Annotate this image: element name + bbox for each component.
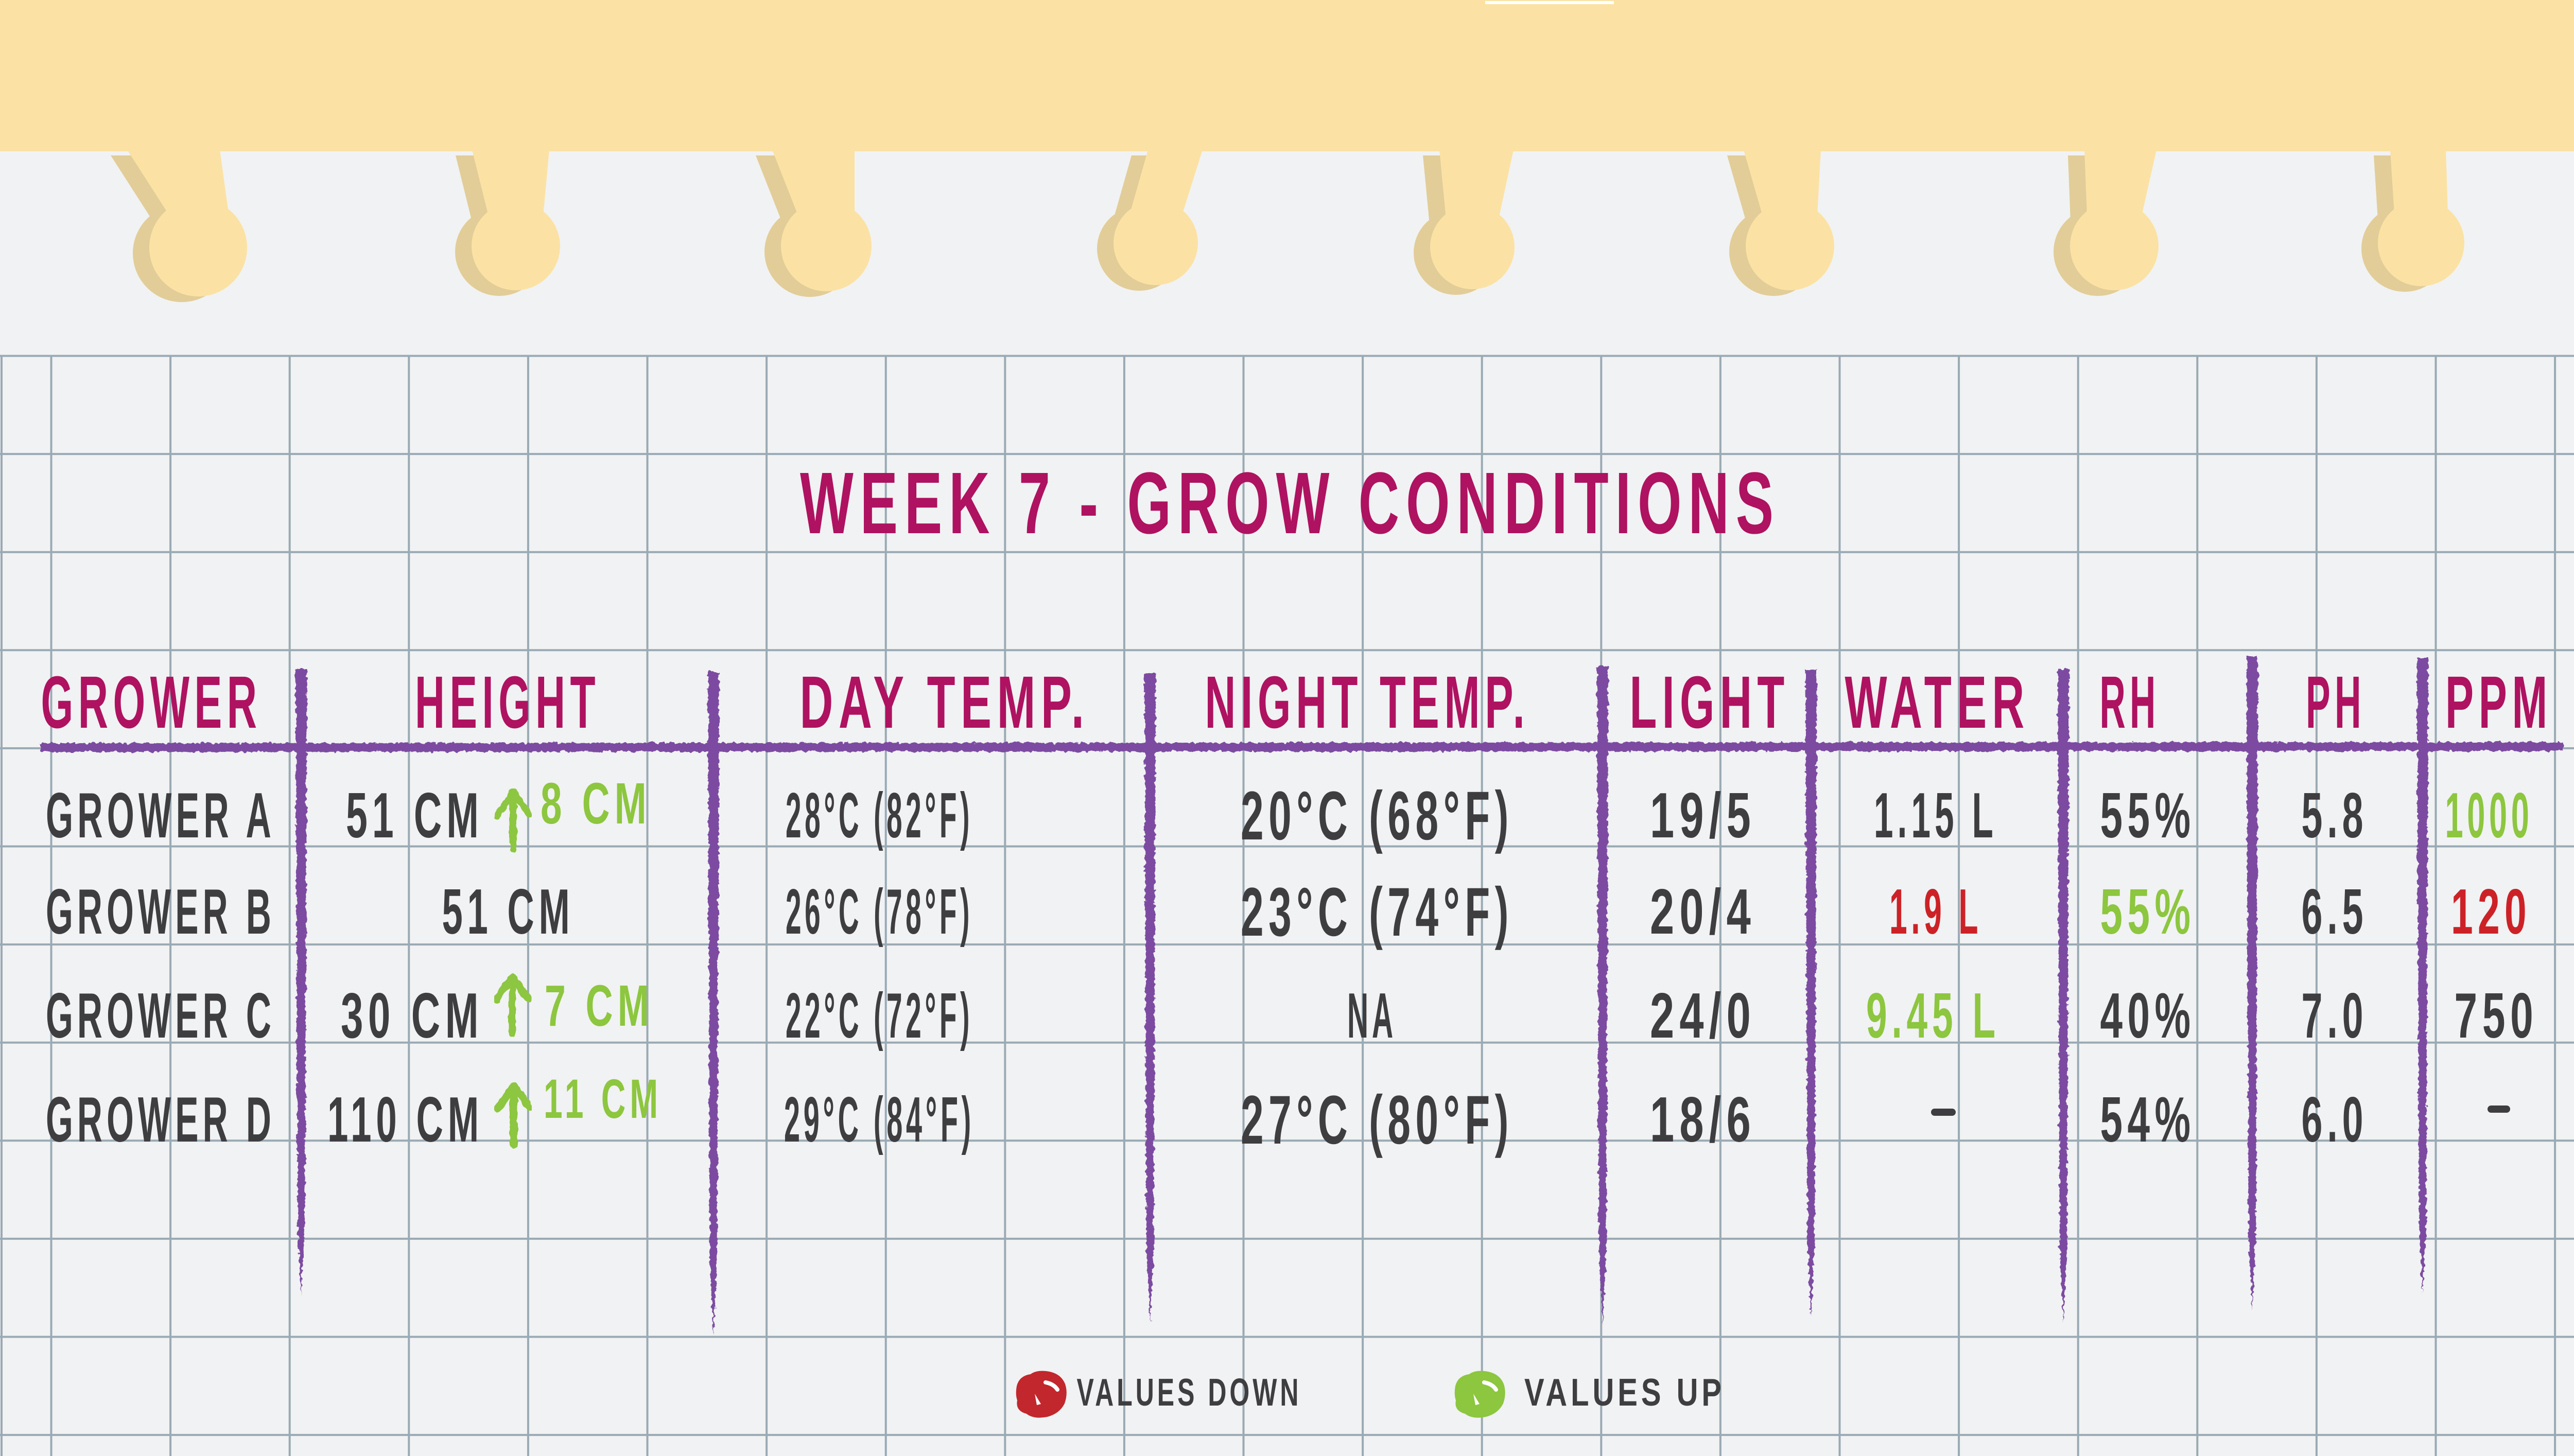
svg-text:DAY TEMP.: DAY TEMP. [800, 661, 1090, 744]
svg-text:LIGHT: LIGHT [1630, 661, 1790, 744]
svg-text:5.8: 5.8 [2302, 780, 2368, 851]
svg-text:55%: 55% [2100, 780, 2196, 851]
svg-text:27°C (80°F): 27°C (80°F) [1241, 1082, 1514, 1159]
svg-text:20/4: 20/4 [1650, 876, 1756, 948]
svg-text:PH: PH [2306, 661, 2366, 744]
svg-text:WATER: WATER [1845, 661, 2030, 744]
svg-text:51 CM: 51 CM [442, 876, 575, 948]
svg-text:1.15 L: 1.15 L [1874, 780, 1997, 851]
svg-text:9.45 L: 9.45 L [1866, 980, 2000, 1051]
svg-text:110 CM: 110 CM [327, 1084, 483, 1155]
svg-text:NIGHT TEMP.: NIGHT TEMP. [1205, 661, 1530, 744]
svg-text:20°C (68°F): 20°C (68°F) [1241, 778, 1514, 854]
svg-text:7 CM: 7 CM [545, 973, 654, 1038]
svg-text:NA: NA [1347, 980, 1397, 1051]
svg-text:18/6: 18/6 [1650, 1084, 1756, 1155]
svg-text:120: 120 [2451, 876, 2531, 948]
svg-text:28°C (82°F): 28°C (82°F) [786, 780, 973, 851]
svg-text:29°C (84°F): 29°C (84°F) [784, 1084, 975, 1155]
svg-text:26°C (78°F): 26°C (78°F) [786, 876, 973, 948]
svg-text:GROWER B: GROWER B [46, 876, 275, 948]
svg-text:RH: RH [2100, 661, 2160, 744]
svg-text:6.5: 6.5 [2302, 876, 2368, 948]
svg-text:8 CM: 8 CM [541, 771, 651, 836]
svg-text:30 CM: 30 CM [341, 980, 483, 1051]
svg-text:VALUES DOWN: VALUES DOWN [1077, 1371, 1302, 1414]
svg-text:6.0: 6.0 [2302, 1084, 2368, 1155]
svg-text:GROWER: GROWER [41, 661, 262, 744]
svg-text:19/5: 19/5 [1650, 780, 1756, 851]
svg-text:24/0: 24/0 [1650, 980, 1756, 1051]
svg-text:23°C (74°F): 23°C (74°F) [1241, 874, 1514, 951]
svg-text:WEEK 7 - GROW CONDITIONS: WEEK 7 - GROW CONDITIONS [800, 454, 1780, 552]
svg-text:GROWER C: GROWER C [46, 980, 275, 1051]
svg-text:VALUES UP: VALUES UP [1524, 1371, 1725, 1414]
svg-text:55%: 55% [2100, 876, 2196, 948]
svg-text:51 CM: 51 CM [346, 780, 483, 851]
svg-text:GROWER D: GROWER D [46, 1084, 275, 1155]
svg-text:1000: 1000 [2445, 780, 2533, 851]
svg-text:1.9 L: 1.9 L [1889, 876, 1982, 948]
svg-text:40%: 40% [2100, 980, 2196, 1051]
svg-text:7.0: 7.0 [2302, 980, 2368, 1051]
svg-text:22°C (72°F): 22°C (72°F) [786, 980, 973, 1051]
svg-text:11 CM: 11 CM [544, 1067, 662, 1130]
svg-text:PPM: PPM [2445, 661, 2552, 744]
svg-text:750: 750 [2455, 980, 2538, 1051]
svg-text:54%: 54% [2100, 1084, 2196, 1155]
svg-text:HEIGHT: HEIGHT [415, 661, 600, 744]
svg-text:GROWER A: GROWER A [46, 780, 275, 851]
